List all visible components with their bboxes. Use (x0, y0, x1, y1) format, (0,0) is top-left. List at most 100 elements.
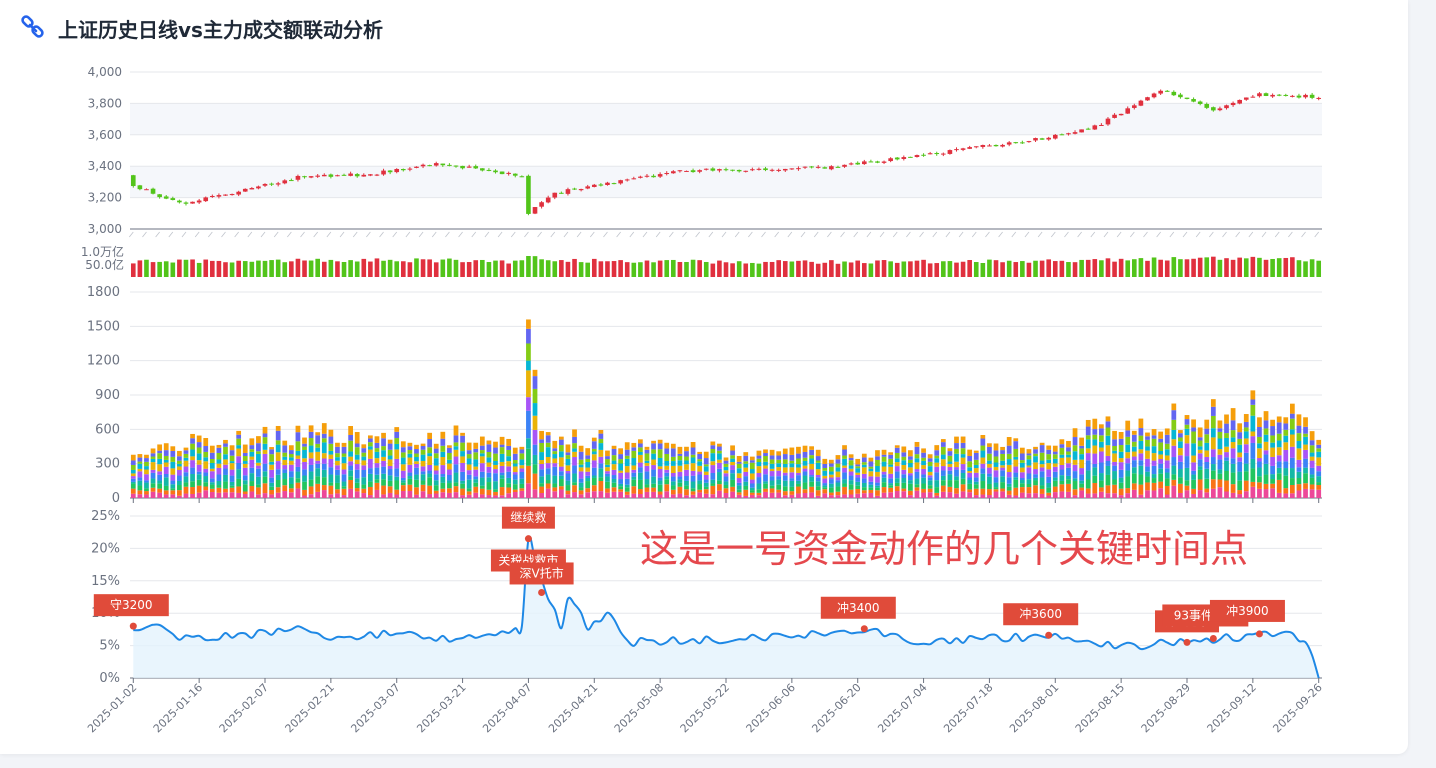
x-tick-mark (1143, 231, 1148, 238)
volume-bar (960, 261, 966, 277)
stack-segment (1289, 457, 1295, 469)
stack-segment (486, 466, 492, 473)
stacked-bar (400, 441, 406, 498)
stack-segment (130, 454, 136, 461)
stacked-bar (565, 444, 571, 498)
stacked-bar (690, 442, 696, 498)
stack-segment (163, 490, 169, 495)
stack-segment (1046, 476, 1052, 483)
stack-segment (183, 453, 189, 458)
stack-segment (275, 452, 281, 462)
stack-segment (282, 445, 288, 453)
y-tick-label: 5% (99, 639, 120, 654)
stack-segment (137, 463, 143, 469)
stack-segment (954, 493, 959, 498)
stack-segment (624, 478, 630, 485)
stack-segment (1118, 488, 1124, 496)
stack-segment (144, 488, 149, 492)
stack-segment (1191, 419, 1196, 428)
candle (960, 147, 966, 152)
stack-segment (1158, 431, 1164, 439)
stack-segment (973, 481, 979, 485)
stack-segment (1210, 428, 1216, 438)
stack-segment (354, 443, 360, 448)
stack-segment (611, 455, 617, 461)
stack-segment (414, 453, 419, 457)
stack-segment (1197, 466, 1203, 470)
candle (954, 147, 959, 152)
stack-segment (796, 472, 801, 476)
stack-segment (717, 484, 722, 491)
stack-segment (506, 466, 512, 472)
stack-segment (776, 467, 782, 471)
candle-body (374, 174, 380, 176)
stack-segment (1178, 483, 1183, 493)
stacked-bar (130, 454, 136, 498)
stack-segment (144, 474, 149, 481)
stacked-bar (348, 426, 353, 498)
x-tick-label: 2025-02-07 (217, 681, 271, 735)
candle (420, 163, 426, 169)
candle-body (1270, 94, 1275, 97)
stack-segment (453, 456, 459, 465)
candle-body (585, 186, 591, 189)
stack-segment (552, 454, 558, 459)
x-tick-mark (1103, 231, 1109, 238)
stack-segment (1178, 437, 1183, 442)
stack-segment (315, 463, 321, 469)
volume-bar (262, 260, 268, 277)
volume-bar (1052, 261, 1058, 277)
stack-segment (374, 479, 380, 483)
stack-segment (558, 445, 564, 452)
stack-segment (789, 494, 795, 498)
stack-segment (381, 456, 386, 461)
stacked-bar (618, 448, 624, 498)
stack-segment (275, 461, 281, 470)
stack-segment (374, 482, 380, 490)
stack-segment (914, 484, 920, 488)
stack-segment (374, 448, 380, 452)
stack-segment (433, 453, 439, 459)
stack-segment (585, 461, 591, 468)
stack-segment (163, 459, 169, 463)
stack-segment (341, 486, 347, 489)
stack-segment (203, 438, 209, 446)
stack-segment (374, 458, 380, 464)
candle (881, 160, 887, 165)
candle-body (519, 176, 525, 178)
stack-segment (697, 480, 703, 485)
stack-segment (1118, 495, 1124, 498)
stack-segment (321, 453, 327, 459)
stack-segment (308, 438, 314, 446)
stack-segment (1296, 478, 1302, 485)
stack-segment (229, 463, 235, 470)
stack-segment (348, 488, 353, 498)
stack-segment (1151, 429, 1157, 436)
stack-segment (565, 444, 571, 453)
stack-segment (387, 455, 393, 460)
stack-segment (1052, 486, 1058, 493)
volume-bar (934, 263, 940, 277)
stack-segment (960, 484, 966, 492)
stack-segment (1171, 439, 1177, 446)
stack-segment (901, 460, 907, 466)
stack-segment (1276, 433, 1282, 441)
stack-segment (328, 429, 334, 437)
candle-body (262, 183, 268, 186)
stack-segment (611, 445, 617, 449)
candle-body (1204, 103, 1210, 108)
stack-segment (1230, 484, 1236, 493)
stack-segment (1178, 430, 1183, 434)
stack-segment (256, 487, 261, 495)
stack-segment (506, 471, 512, 478)
stack-segment (796, 458, 801, 465)
x-tick-mark (1077, 231, 1082, 238)
stack-segment (539, 493, 544, 498)
stack-segment (479, 463, 485, 472)
stack-segment (216, 487, 222, 493)
stack-segment (809, 446, 814, 450)
stack-segment (288, 488, 294, 493)
stack-segment (1099, 480, 1104, 488)
stack-segment (749, 492, 755, 495)
candle (631, 176, 637, 180)
